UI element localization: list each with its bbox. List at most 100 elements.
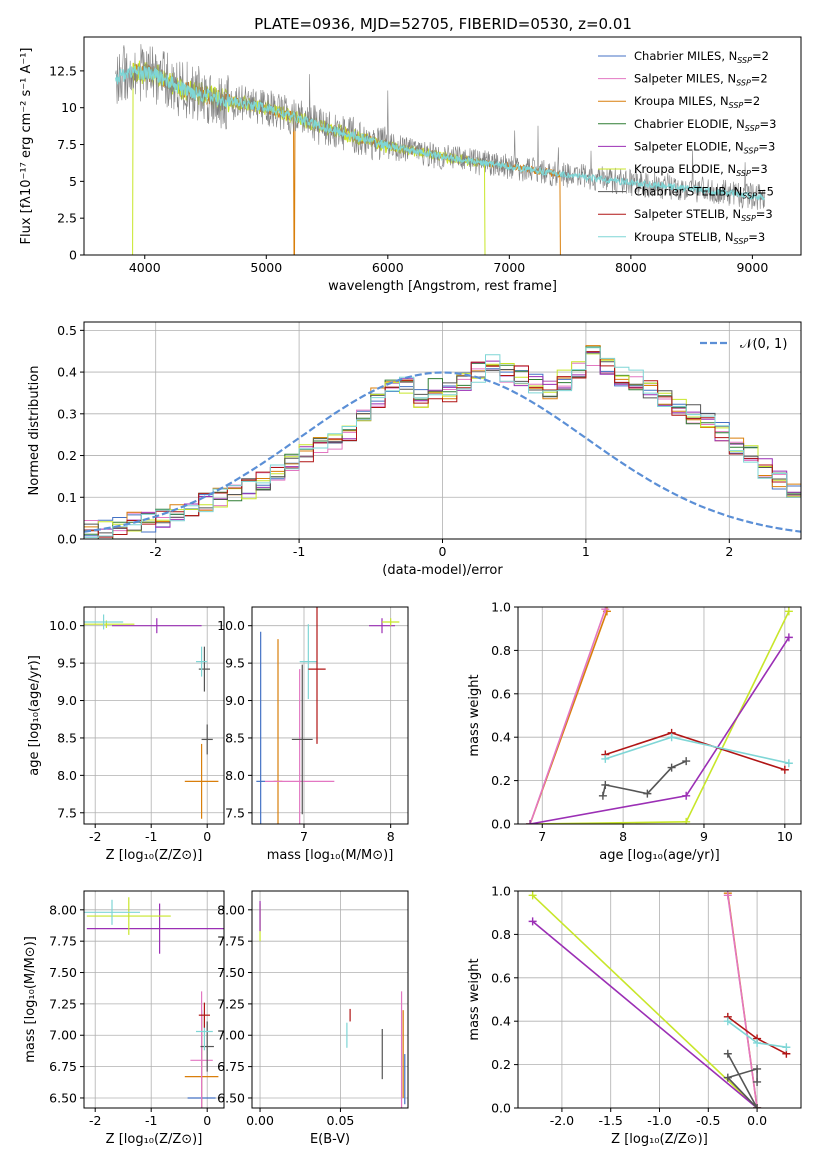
series-salpeter-elodie-line <box>532 920 758 1108</box>
axes-frame <box>517 890 802 1109</box>
plus-marker <box>723 1049 732 1058</box>
x-tick-label: -2 <box>149 544 161 559</box>
series-kroupa-elodie-line <box>532 894 758 1108</box>
x-tick-label: 2 <box>725 544 733 559</box>
x-tick-label: 9000 <box>736 260 768 275</box>
x-axis-label: Z [log₁₀(Z/Z⊙)] <box>611 1132 708 1147</box>
y-tick-label: 0.4 <box>57 365 77 380</box>
legend-entry: Kroupa STELIB, NSSP=3 <box>634 230 765 246</box>
y-tick-label: 9.5 <box>57 656 77 671</box>
y-axis-label: mass [log₁₀(M/M⊙)] <box>23 936 38 1063</box>
axes-frame <box>83 321 802 540</box>
y-tick-label: 0.2 <box>491 773 511 788</box>
panel-age-vs-mass: 7 8 7.5 8.0 8.5 9.0 9.5 10.0 mass [log₁₀(M/M⊙)] <box>217 606 409 863</box>
plus-marker <box>782 1043 791 1052</box>
plus-marker <box>784 633 793 642</box>
plus-marker <box>723 1073 732 1082</box>
y-tick-label: 7.00 <box>217 1028 245 1043</box>
x-tick-label: -2 <box>89 1113 101 1128</box>
axes-frame <box>517 606 802 825</box>
x-tick-label: 0 <box>439 544 447 559</box>
y-tick-label: 7.75 <box>49 934 77 949</box>
histogram-salpeter-miles <box>84 362 801 537</box>
data-point <box>201 724 213 755</box>
y-tick-label: 10.0 <box>49 618 77 633</box>
panel-mass-vs-EBV: 0.00 0.05 6.50 6.75 7.00 7.25 7.50 7.75 8.00 E(B-… <box>217 890 409 1147</box>
x-tick-label: -0.5 <box>696 1113 720 1128</box>
y-tick-label: 0.2 <box>57 448 77 463</box>
plot-area <box>528 891 791 1108</box>
y-tick-label: 0.0 <box>491 1101 511 1116</box>
y-tick-label: 10.0 <box>217 618 245 633</box>
x-tick-label: 0 <box>203 1113 211 1128</box>
x-tick-label: 7 <box>300 829 308 844</box>
plot-area <box>84 897 224 1108</box>
data-point <box>86 897 171 935</box>
plus-marker <box>784 607 793 616</box>
x-tick-label: 5000 <box>250 260 282 275</box>
legend-entry: Kroupa ELODIE, NSSP=3 <box>634 162 768 178</box>
data-point <box>190 991 213 1108</box>
plus-marker <box>682 817 691 824</box>
histogram-salpeter-elodie <box>84 352 801 531</box>
y-tick-label: 7.5 <box>57 137 77 152</box>
data-point <box>86 903 224 954</box>
y-tick-label: 8.0 <box>57 768 77 783</box>
data-point <box>84 614 124 630</box>
normal-curve-line <box>84 371 801 533</box>
y-tick-label: 8.0 <box>225 768 245 783</box>
y-tick-label: 7.75 <box>217 934 245 949</box>
x-tick-label: 8 <box>619 829 627 844</box>
plus-marker <box>723 1017 732 1026</box>
legend-entry: Chabrier STELIB, NSSP=5 <box>634 185 774 201</box>
x-tick-label: -2.0 <box>550 1113 574 1128</box>
y-tick-label: 0.5 <box>57 323 77 338</box>
y-tick-label: 8.00 <box>217 902 245 917</box>
x-tick-label: 1 <box>582 544 590 559</box>
y-tick-label: 0.0 <box>491 817 511 832</box>
panel-age-vs-Z: -2 -1 0 7.5 8.0 8.5 9.0 9.5 10.0 Z [log₁₀(Z/Z⊙)] a… <box>27 606 225 863</box>
axes-frame <box>83 36 802 256</box>
y-tick-label: 7.50 <box>217 965 245 980</box>
x-tick-label: -1.0 <box>647 1113 671 1128</box>
plus-marker <box>528 917 537 926</box>
data-point <box>112 618 202 634</box>
data-point <box>291 664 313 815</box>
legend-entry: Salpeter MILES, NSSP=2 <box>634 72 768 88</box>
y-tick-label: 6.50 <box>49 1090 77 1105</box>
figure-title: PLATE=0936, MJD=52705, FIBERID=0530, z=0… <box>254 15 632 33</box>
x-axis-label: Z [log₁₀(Z/Z⊙)] <box>106 848 203 863</box>
plus-marker <box>598 791 607 800</box>
y-tick-label: 0.3 <box>57 406 77 421</box>
data-point <box>184 743 219 819</box>
x-axis-label: Z [log₁₀(Z/Z⊙)] <box>106 1132 203 1147</box>
y-tick-label: 7.00 <box>49 1028 77 1043</box>
y-tick-label: 7.50 <box>49 965 77 980</box>
legend-entry: Chabrier ELODIE, NSSP=3 <box>634 117 776 133</box>
y-tick-label: 0.0 <box>57 532 77 547</box>
x-tick-label: 0.0 <box>747 1113 767 1128</box>
x-axis-label: wavelength [Angstrom, rest frame] <box>328 279 557 294</box>
data-point <box>308 607 326 744</box>
legend: Chabrier MILES, NSSP=2 Salpeter MILES, NS… <box>598 49 776 246</box>
data-point <box>256 631 265 824</box>
legend-entry: Salpeter STELIB, NSSP=3 <box>634 207 773 223</box>
y-tick-label: 10 <box>61 100 77 115</box>
x-tick-label: 0.00 <box>246 1113 274 1128</box>
x-tick-label: -1 <box>293 544 305 559</box>
x-tick-label: 7 <box>538 829 546 844</box>
y-tick-label: 6.50 <box>217 1090 245 1105</box>
plot-area <box>526 607 793 824</box>
plus-marker <box>682 757 691 766</box>
axes-frame <box>251 890 409 1109</box>
y-tick-label: 6.75 <box>217 1059 245 1074</box>
plus-marker <box>682 791 691 800</box>
data-point <box>198 646 210 692</box>
x-tick-label: 6000 <box>372 260 404 275</box>
y-axis-label: Normed distribution <box>27 366 42 496</box>
y-tick-label: 0.4 <box>491 730 511 745</box>
series-salpeter-miles-line <box>727 895 758 1108</box>
axes-frame <box>83 890 225 1109</box>
plus-marker <box>753 1038 762 1047</box>
